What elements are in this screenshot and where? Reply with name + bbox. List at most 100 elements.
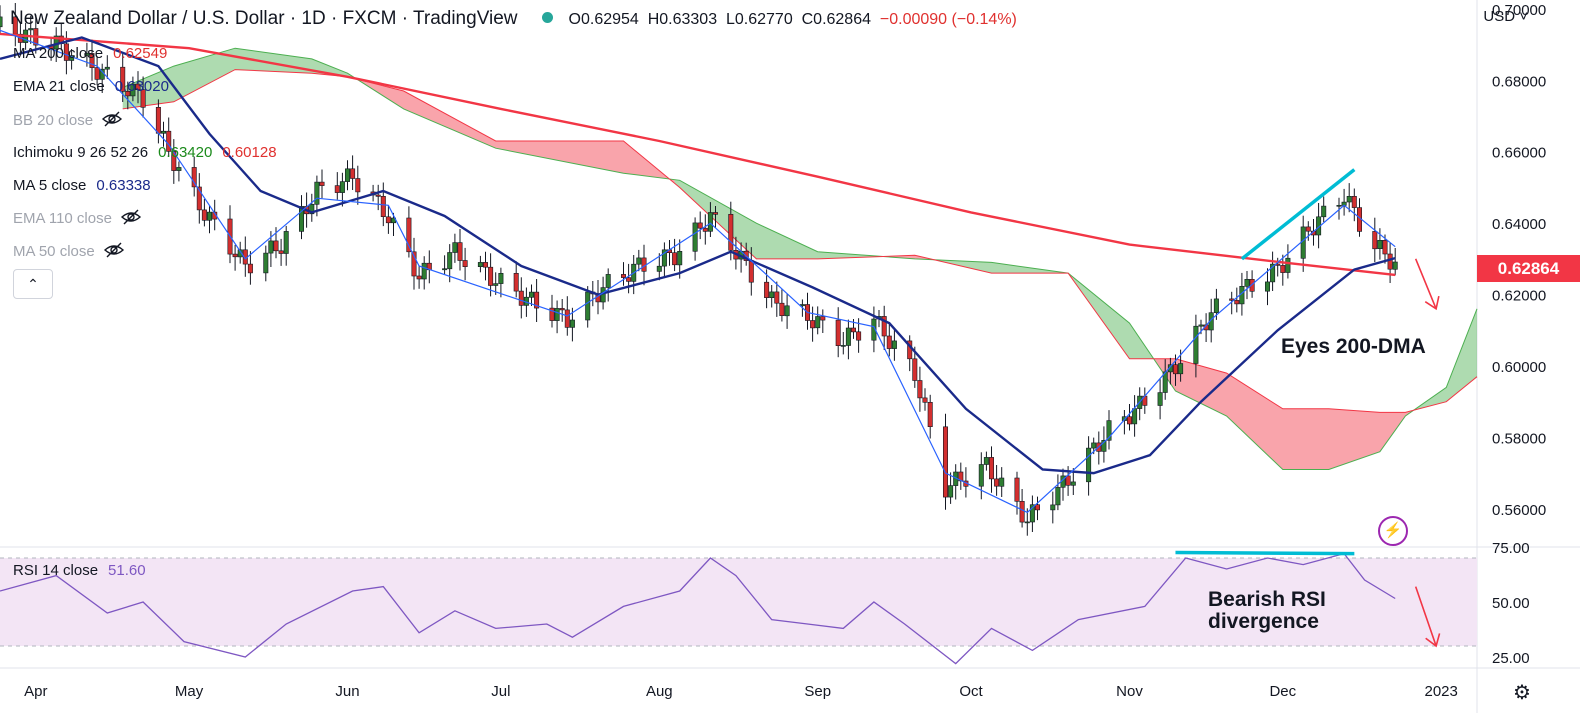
candle-bearish xyxy=(886,335,892,349)
legend-ma200[interactable]: MA 200 close 0.62549 xyxy=(13,45,167,62)
candle-bullish xyxy=(104,66,110,70)
candle-bullish xyxy=(692,222,698,252)
candle-bullish xyxy=(999,477,1005,487)
candle-bearish xyxy=(355,178,361,193)
legend-ma50[interactable]: MA 50 close xyxy=(13,242,125,262)
candle-bullish xyxy=(28,28,34,31)
candle-bullish xyxy=(948,485,954,498)
bearish-arrow-rsi-head xyxy=(1425,633,1441,648)
collapse-legend-button[interactable]: ⌃ xyxy=(13,269,53,299)
chevron-down-icon: ˅ xyxy=(1519,8,1528,25)
candle-bullish xyxy=(1157,392,1163,406)
series-line-ma-5-close xyxy=(0,29,1396,514)
candle-bullish xyxy=(1055,487,1061,506)
candle-bearish xyxy=(375,194,381,197)
candle-bullish xyxy=(1091,442,1097,449)
annotation-rsi-line1: Bearish RSI xyxy=(1208,588,1326,611)
time-tick-label: Sep xyxy=(804,683,831,700)
candle-bullish xyxy=(1392,261,1398,270)
rsi-trendline xyxy=(1175,550,1355,556)
ichimoku-span-a xyxy=(122,47,1478,470)
candle-bullish xyxy=(1178,363,1184,375)
candle-bearish xyxy=(140,89,146,108)
candle-bearish xyxy=(1234,300,1240,305)
candle-bearish xyxy=(856,331,862,341)
time-tick-label: May xyxy=(175,683,204,700)
candle-bearish xyxy=(1351,196,1357,208)
candle-bullish xyxy=(1106,420,1112,441)
candle-bearish xyxy=(513,272,519,292)
rsi-line xyxy=(0,552,1396,665)
candle-bearish xyxy=(1014,477,1020,502)
candle-bullish xyxy=(298,206,304,232)
hidden-eye-icon[interactable] xyxy=(103,242,125,262)
time-tick-label: Dec xyxy=(1269,683,1296,700)
price-trendline xyxy=(1240,168,1356,261)
currency-selector[interactable]: USD ˅ xyxy=(1483,8,1528,25)
candle-bearish xyxy=(1035,504,1041,511)
candle-bearish xyxy=(273,240,279,252)
ichimoku-span-b xyxy=(122,69,1478,413)
candle-bearish xyxy=(1019,500,1025,523)
time-tick-label: 2023 xyxy=(1425,683,1458,700)
candle-bullish xyxy=(1132,408,1138,425)
candle-bullish xyxy=(1086,447,1092,483)
candle-bearish xyxy=(620,274,626,278)
legend-rsi-name: RSI 14 close xyxy=(13,562,99,579)
symbol-title[interactable]: New Zealand Dollar / U.S. Dollar · 1D · … xyxy=(10,8,518,29)
price-tick-label: 0.60000 xyxy=(1492,359,1546,376)
candle-bearish xyxy=(155,107,161,134)
candle-bullish xyxy=(421,262,427,280)
candle-bearish xyxy=(1173,364,1179,375)
candle-bullish xyxy=(661,249,667,267)
candle-bearish xyxy=(125,91,131,97)
candle-bullish xyxy=(452,242,458,253)
candle-bullish xyxy=(442,268,448,271)
candle-bearish xyxy=(672,252,678,266)
candle-bearish xyxy=(191,167,197,188)
candle-bullish xyxy=(1193,325,1199,364)
candle-bearish xyxy=(120,66,126,92)
candle-bullish xyxy=(344,168,350,182)
candle-bullish xyxy=(1101,439,1107,452)
hidden-eye-icon[interactable] xyxy=(120,209,142,229)
candle-bullish xyxy=(1285,257,1291,273)
candle-bearish xyxy=(278,250,284,254)
candle-bearish xyxy=(534,291,540,309)
ichimoku-cloud-bullish xyxy=(1415,308,1477,410)
candle-bullish xyxy=(314,181,320,205)
candle-bearish xyxy=(748,260,754,283)
ichimoku-cloud-bearish xyxy=(357,79,675,184)
legend-ema21[interactable]: EMA 21 close 0.63020 xyxy=(13,78,169,95)
candle-bearish xyxy=(1382,240,1388,255)
legend-ma5[interactable]: MA 5 close 0.63338 xyxy=(13,177,151,194)
hidden-eye-icon[interactable] xyxy=(101,111,123,131)
candle-bullish xyxy=(1270,263,1276,283)
ichimoku-cloud-bullish xyxy=(674,179,885,259)
close-value: C0.62864 xyxy=(801,11,871,28)
candle-bearish xyxy=(1387,253,1393,270)
candle-bearish xyxy=(462,260,468,267)
candle-bearish xyxy=(406,217,412,253)
time-tick-label: Oct xyxy=(959,683,983,700)
candle-bullish xyxy=(447,252,453,270)
bearish-arrow-price xyxy=(1414,258,1437,310)
legend-ichimoku-name: Ichimoku 9 26 52 26 xyxy=(13,144,149,161)
candle-bearish xyxy=(1372,231,1378,250)
legend-ema110[interactable]: EMA 110 close xyxy=(13,209,142,229)
candle-bullish xyxy=(978,464,984,487)
legend-ichimoku[interactable]: Ichimoku 9 26 52 26 0.63420 0.60128 xyxy=(13,144,277,161)
candle-bullish xyxy=(1213,298,1219,313)
legend-rsi-value: 51.60 xyxy=(108,562,146,579)
lightning-icon[interactable]: ⚡ xyxy=(1378,516,1408,546)
ichimoku-cloud-bearish xyxy=(1155,358,1416,470)
candle-bullish xyxy=(707,212,713,232)
candle-bullish xyxy=(636,257,642,265)
legend-bb20[interactable]: BB 20 close xyxy=(13,111,123,131)
gear-icon[interactable]: ⚙ xyxy=(1513,682,1531,704)
candle-bearish xyxy=(196,186,202,211)
legend-rsi[interactable]: RSI 14 close 51.60 xyxy=(13,562,146,579)
candle-bearish xyxy=(564,309,570,328)
legend-ma5-value: 0.63338 xyxy=(96,177,151,194)
